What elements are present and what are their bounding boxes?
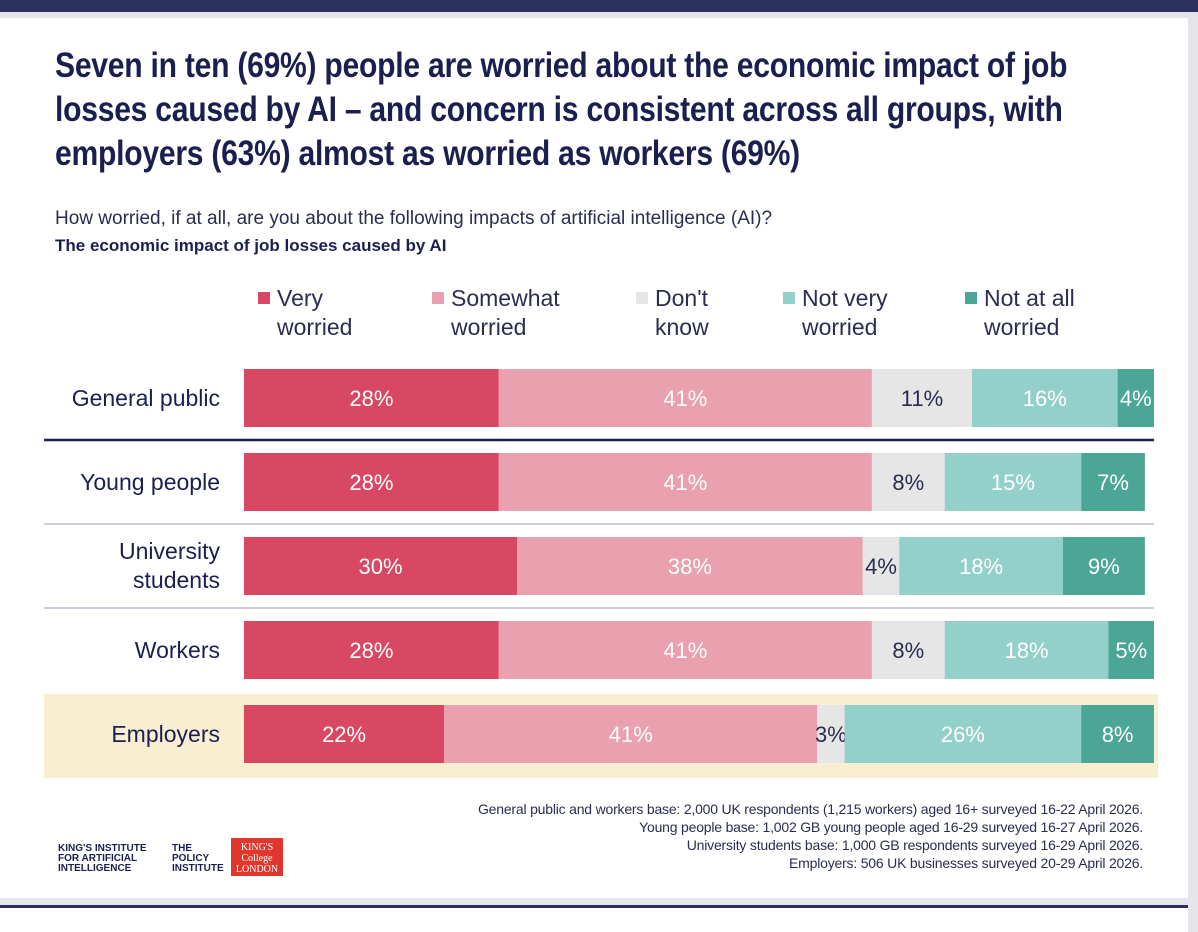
- legend-swatch: [783, 292, 795, 304]
- bar-segment: [1081, 705, 1154, 763]
- legend-swatch: [965, 292, 977, 304]
- bar-segment: [1063, 537, 1145, 595]
- value-label: 8%: [892, 470, 924, 495]
- logo-policy: THE POLICY INSTITUTE: [172, 843, 224, 874]
- subtitle: How worried, if at all, are you about th…: [55, 208, 773, 229]
- bar-segment: [871, 453, 945, 511]
- bar-segment: [972, 369, 1118, 427]
- row-label: General public: [71, 384, 220, 411]
- value-label: 8%: [892, 638, 924, 663]
- value-label: 41%: [663, 638, 707, 663]
- bar-segment: [244, 537, 517, 595]
- legend-label: Don't know: [655, 285, 709, 340]
- bar-segment: [244, 621, 499, 679]
- bar-segment: [844, 705, 1082, 763]
- value-label: 8%: [1102, 722, 1134, 747]
- bar-segment: [862, 537, 900, 595]
- logo-kcl: KING'S College LONDON: [231, 838, 283, 876]
- bar-segment: [498, 621, 872, 679]
- legend-label: Very worried: [277, 285, 353, 340]
- value-label: 30%: [358, 554, 402, 579]
- footnote: Young people base: 1,002 GB young people…: [639, 819, 1143, 835]
- bar-segment: [944, 453, 1082, 511]
- row-label: University students: [119, 538, 220, 593]
- bar-segment: [244, 453, 499, 511]
- value-label: 18%: [1005, 638, 1049, 663]
- bar-segment: [444, 705, 818, 763]
- bar-segment: [871, 621, 945, 679]
- value-label: 28%: [349, 386, 393, 411]
- logo-kiai: KING'S INSTITUTE FOR ARTIFICIAL INTELLIG…: [58, 843, 147, 874]
- bar-segment: [244, 705, 445, 763]
- row-label: Young people: [80, 468, 220, 495]
- value-label: 28%: [349, 638, 393, 663]
- value-label: 28%: [349, 470, 393, 495]
- value-label: 9%: [1088, 554, 1120, 579]
- value-label: 5%: [1115, 638, 1147, 663]
- bar-segment: [871, 369, 972, 427]
- value-label: 3%: [815, 722, 847, 747]
- bar-segment: [944, 621, 1109, 679]
- value-label: 4%: [865, 554, 897, 579]
- value-label: 15%: [991, 470, 1035, 495]
- value-label: 16%: [1023, 386, 1067, 411]
- row-label: Workers: [134, 636, 220, 663]
- bar-segment: [498, 453, 872, 511]
- legend-label: Not very worried: [802, 285, 888, 340]
- legend-swatch: [432, 292, 444, 304]
- value-label: 38%: [668, 554, 712, 579]
- value-label: 4%: [1120, 386, 1152, 411]
- footnote: University students base: 1,000 GB respo…: [686, 837, 1143, 853]
- value-label: 11%: [901, 386, 943, 411]
- row-label: Employers: [111, 720, 220, 747]
- value-label: 22%: [322, 722, 366, 747]
- value-label: 41%: [663, 470, 707, 495]
- footnote: Employers: 506 UK businesses surveyed 20…: [789, 855, 1143, 871]
- bar-segment: [1108, 621, 1154, 679]
- title: Seven in ten (69%) people are worried ab…: [55, 46, 1068, 173]
- value-label: 18%: [959, 554, 1003, 579]
- next-card: [0, 905, 1188, 932]
- value-label: 7%: [1097, 470, 1129, 495]
- value-label: 41%: [663, 386, 707, 411]
- top-band: [0, 0, 1198, 12]
- bar-segment: [1081, 453, 1145, 511]
- bar-segment: [1117, 369, 1154, 427]
- bar-segment: [817, 705, 845, 763]
- bar-segment: [899, 537, 1063, 595]
- value-label: 41%: [609, 722, 653, 747]
- bar-segment: [498, 369, 872, 427]
- bar-segment: [244, 369, 499, 427]
- legend-swatch: [258, 292, 270, 304]
- question: The economic impact of job losses caused…: [55, 236, 447, 255]
- value-label: 26%: [941, 722, 985, 747]
- legend-label: Somewhat worried: [451, 285, 560, 340]
- footnote: General public and workers base: 2,000 U…: [477, 801, 1143, 817]
- legend-label: Not at all worried: [984, 285, 1075, 340]
- bar-segment: [517, 537, 863, 595]
- legend-swatch: [636, 292, 648, 304]
